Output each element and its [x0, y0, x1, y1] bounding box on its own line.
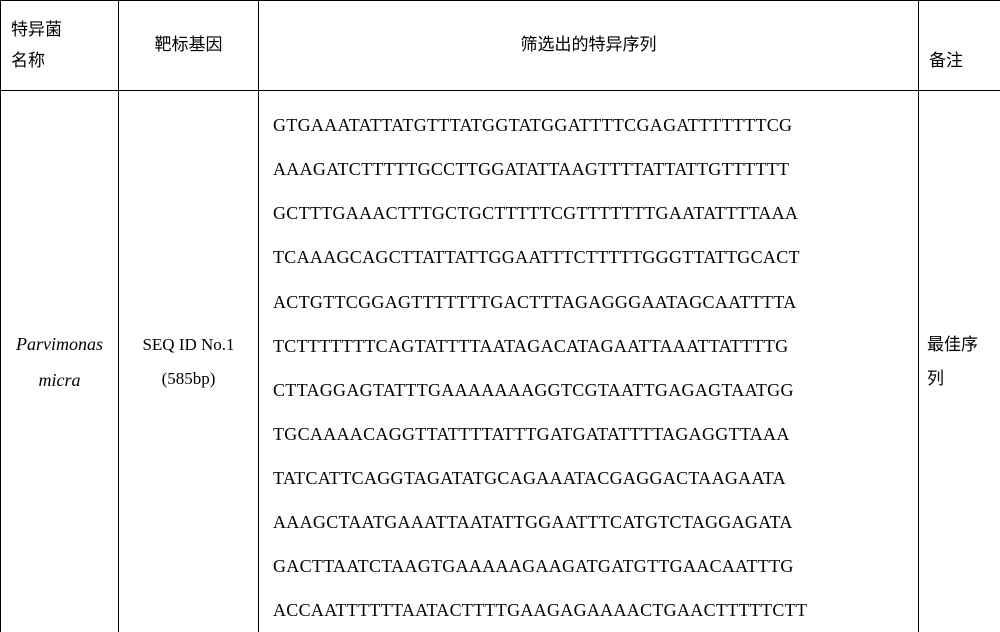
header-organism: 特异菌 名称: [1, 1, 119, 91]
sequence-line: TCTTTTTTTCAGTATTTTAATAGACATAGAATTAAATTAT…: [273, 324, 904, 368]
sequence-line: AAAGATCTTTTTGCCTTGGATATTAAGTTTTATTATTGTT…: [273, 147, 904, 191]
remarks: 最佳序 列: [919, 91, 1000, 632]
header-line: 特异菌: [11, 15, 108, 46]
organism-line: micra: [7, 362, 112, 398]
remarks-line: 列: [927, 362, 992, 396]
sequence-line: ACTGTTCGGAGTTTTTTTGACTTTAGAGGGAATAGCAATT…: [273, 280, 904, 324]
organism-name: Parvimonas micra: [1, 91, 119, 632]
sequence-line: CTTAGGAGTATTTGAAAAAAAGGTCGTAATTGAGAGTAAT…: [273, 368, 904, 412]
sequence-line: TCAAAGCAGCTTATTATTGGAATTTCTTTTTGGGTTATTG…: [273, 235, 904, 279]
organism-line: Parvimonas: [7, 326, 112, 362]
target-line: SEQ ID No.1: [125, 328, 252, 362]
header-remarks: 备注: [919, 1, 1000, 91]
sequence-content: GTGAAATATTATGTTTATGGTATGGATTTTCGAGATTTTT…: [259, 91, 919, 632]
header-sequence: 筛选出的特异序列: [259, 1, 919, 91]
remarks-line: 最佳序: [927, 328, 992, 362]
target-line: (585bp): [125, 362, 252, 396]
sequence-table: 特异菌 名称 靶标基因 筛选出的特异序列 备注 Parvimonas micra…: [0, 0, 1000, 632]
table-row: Parvimonas micra SEQ ID No.1 (585bp) GTG…: [1, 91, 1000, 632]
header-line: 名称: [11, 46, 108, 77]
sequence-line: TGCAAAACAGGTTATTTTATTTGATGATATTTTAGAGGTT…: [273, 412, 904, 456]
target-gene: SEQ ID No.1 (585bp): [119, 91, 259, 632]
sequence-line: GACTTAATCTAAGTGAAAAAGAAGATGATGTTGAACAATT…: [273, 544, 904, 588]
sequence-line: GTGAAATATTATGTTTATGGTATGGATTTTCGAGATTTTT…: [273, 103, 904, 147]
header-target-gene: 靶标基因: [119, 1, 259, 91]
sequence-line: ACCAATTTTTTAATACTTTTGAAGAGAAAACTGAACTTTT…: [273, 588, 904, 632]
sequence-line: GCTTTGAAACTTTGCTGCTTTTTCGTTTTTTTGAATATTT…: [273, 191, 904, 235]
header-row: 特异菌 名称 靶标基因 筛选出的特异序列 备注: [1, 1, 1000, 91]
sequence-line: TATCATTCAGGTAGATATGCAGAAATACGAGGACTAAGAA…: [273, 456, 904, 500]
sequence-line: AAAGCTAATGAAATTAATATTGGAATTTCATGTCTAGGAG…: [273, 500, 904, 544]
